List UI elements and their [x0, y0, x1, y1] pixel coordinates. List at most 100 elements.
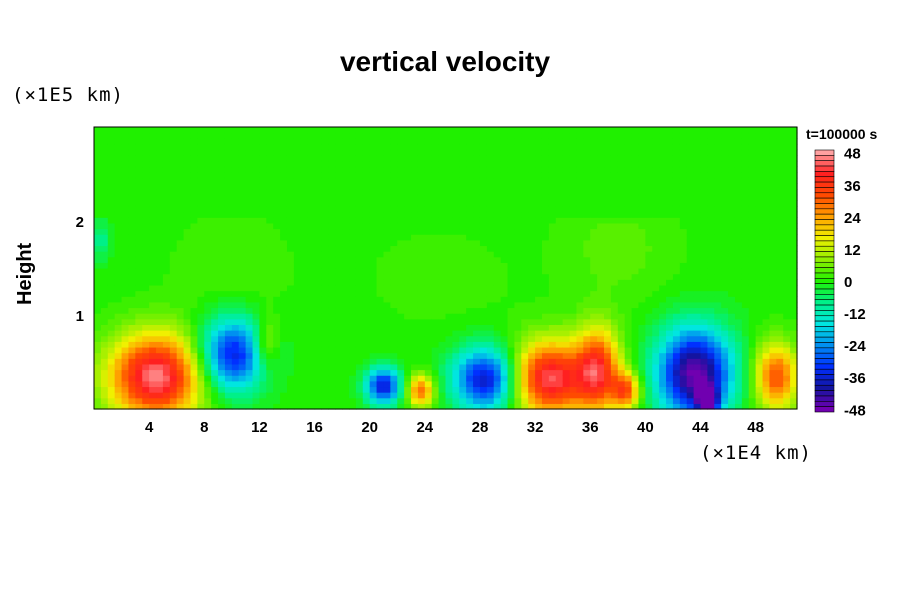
heatmap-cell — [183, 279, 192, 286]
heatmap-cell — [624, 358, 633, 365]
heatmap-cell — [431, 211, 440, 218]
heatmap-cell — [679, 200, 688, 207]
heatmap-cell — [583, 318, 591, 325]
heatmap-cell — [266, 138, 274, 145]
heatmap-cell — [280, 127, 288, 134]
heatmap-cell — [445, 245, 453, 252]
heatmap-cell — [473, 205, 481, 213]
heatmap-cell — [631, 375, 640, 382]
heatmap-cell — [666, 369, 674, 376]
heatmap-cell — [583, 160, 591, 168]
heatmap-cell — [507, 155, 516, 162]
heatmap-cell — [149, 239, 157, 247]
heatmap-cell — [762, 262, 771, 269]
heatmap-cell — [514, 160, 522, 168]
heatmap-cell — [569, 341, 578, 348]
heatmap-cell — [445, 200, 453, 207]
heatmap-cell — [521, 234, 529, 241]
heatmap-cell — [245, 166, 254, 173]
heatmap-cell — [197, 217, 205, 224]
heatmap-cell — [762, 132, 771, 139]
heatmap-cell — [714, 251, 722, 258]
heatmap-cell — [293, 228, 302, 235]
heatmap-cell — [224, 205, 233, 213]
heatmap-cell — [755, 222, 764, 230]
heatmap-cell — [479, 335, 488, 342]
heatmap-cell — [383, 222, 391, 230]
heatmap-cell — [459, 375, 467, 382]
heatmap-cell — [679, 166, 688, 173]
heatmap-cell — [128, 262, 136, 269]
heatmap-cell — [693, 262, 702, 269]
heatmap-cell — [390, 194, 398, 201]
heatmap-cell — [383, 234, 391, 241]
heatmap-cell — [169, 262, 178, 269]
heatmap-cell — [273, 358, 281, 365]
heatmap-cell — [190, 346, 198, 354]
heatmap-cell — [94, 352, 102, 359]
heatmap-cell — [693, 138, 702, 145]
heatmap-cell — [238, 341, 247, 348]
heatmap-cell — [280, 189, 288, 196]
heatmap-cell — [666, 166, 674, 173]
heatmap-cell — [686, 301, 695, 309]
heatmap-cell — [555, 403, 564, 410]
heatmap-cell — [286, 268, 295, 275]
heatmap-cell — [411, 397, 419, 404]
heatmap-cell — [314, 262, 323, 269]
heatmap-cell — [486, 363, 495, 371]
heatmap-cell — [562, 217, 571, 224]
heatmap-cell — [686, 251, 695, 258]
heatmap-cell — [535, 375, 543, 382]
heatmap-cell — [259, 358, 267, 365]
heatmap-cell — [314, 330, 323, 337]
heatmap-cell — [541, 172, 550, 179]
heatmap-cell — [666, 324, 674, 331]
heatmap-cell — [397, 172, 405, 179]
heatmap-cell — [734, 256, 743, 263]
heatmap-cell — [555, 132, 564, 139]
heatmap-cell — [266, 166, 274, 173]
heatmap-cell — [369, 330, 378, 337]
heatmap-cell — [238, 211, 247, 218]
heatmap-cell — [617, 307, 626, 314]
heatmap-cell — [604, 358, 612, 365]
heatmap-cell — [300, 211, 309, 218]
heatmap-cell — [252, 352, 261, 359]
heatmap-cell — [610, 369, 619, 376]
heatmap-cell — [590, 262, 598, 269]
heatmap-cell — [583, 262, 591, 269]
heatmap-cell — [169, 369, 178, 376]
heatmap-cell — [314, 160, 323, 168]
heatmap-cell — [183, 375, 192, 382]
heatmap-cell — [535, 127, 543, 134]
heatmap-cell — [107, 335, 116, 342]
heatmap-cell — [149, 222, 157, 230]
heatmap-cell — [500, 262, 509, 269]
heatmap-cell — [624, 380, 633, 388]
heatmap-cell — [183, 245, 192, 252]
heatmap-cell — [349, 132, 357, 139]
heatmap-cell — [107, 307, 116, 314]
heatmap-cell — [686, 352, 695, 359]
heatmap-cell — [211, 217, 219, 224]
heatmap-cell — [190, 392, 198, 399]
heatmap-cell — [190, 194, 198, 201]
heatmap-cell — [541, 211, 550, 218]
heatmap-cell — [94, 149, 102, 156]
heatmap-cell — [638, 392, 646, 399]
heatmap-cell — [307, 245, 316, 252]
heatmap-cell — [459, 324, 467, 331]
heatmap-cell — [321, 313, 329, 320]
heatmap-cell — [452, 143, 460, 151]
heatmap-cell — [162, 251, 171, 258]
heatmap-cell — [741, 284, 750, 292]
heatmap-cell — [431, 296, 440, 303]
heatmap-cell — [342, 138, 350, 145]
heatmap-cell — [431, 279, 440, 286]
heatmap-cell — [349, 341, 357, 348]
heatmap-cell — [652, 262, 660, 269]
heatmap-cell — [176, 352, 185, 359]
heatmap-cell — [376, 380, 385, 388]
heatmap-cell — [431, 245, 440, 252]
